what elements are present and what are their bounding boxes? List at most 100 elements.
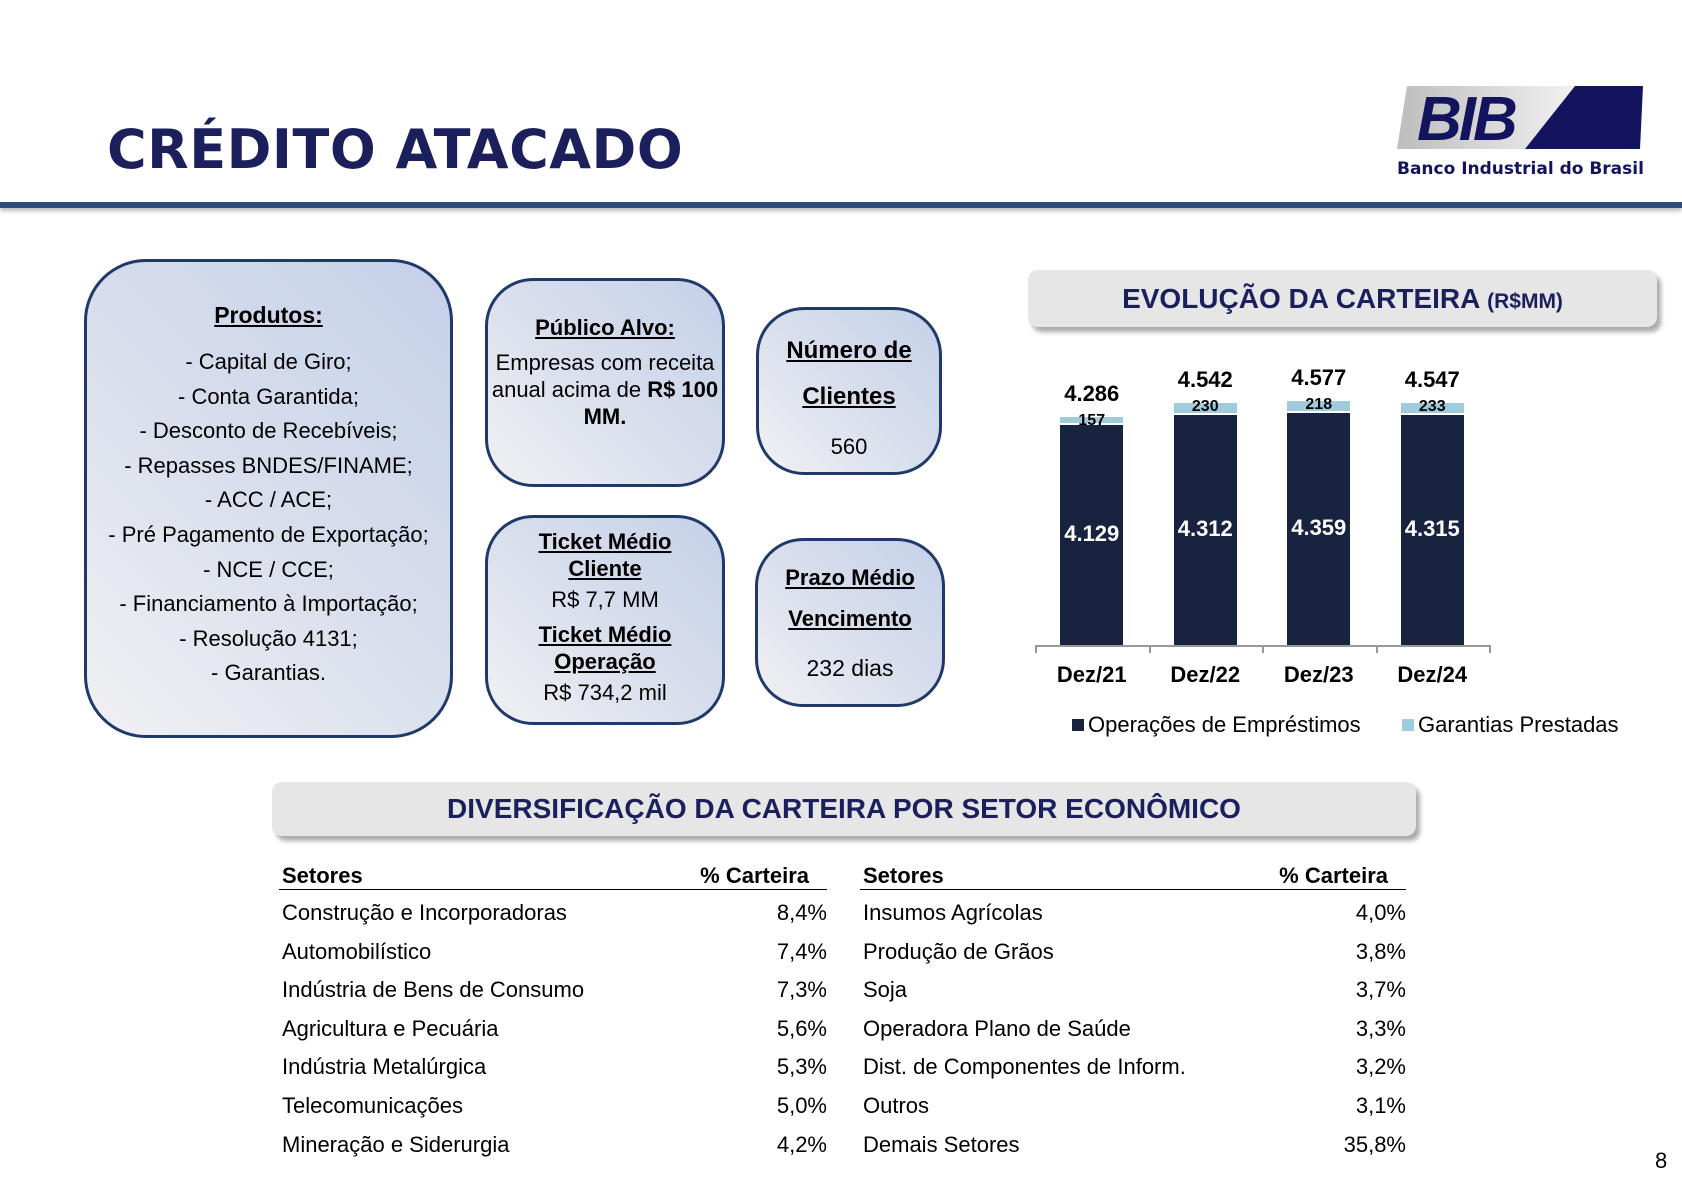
table-row: Soja 3,7% — [860, 971, 1406, 1010]
produto-item: - Pré Pagamento de Exportação; — [108, 521, 429, 547]
table-row: Indústria Metalúrgica 5,3% — [279, 1048, 827, 1087]
produto-item: - NCE / CCE; — [203, 556, 334, 582]
bar-garantias — [1400, 402, 1464, 416]
table-row: Mineração e Siderurgia 4,2% — [279, 1126, 827, 1165]
setor-name: Dist. de Componentes de Inform. — [863, 1054, 1186, 1080]
sector-table-left: Setores % Carteira Construção e Incorporad… — [279, 862, 827, 1164]
table-row: Telecomunicações 5,0% — [279, 1087, 827, 1126]
numero-heading-2: Clientes — [802, 383, 896, 410]
setor-pct: 5,3% — [776, 1054, 827, 1080]
chart-title-banner: EVOLUÇÃO DA CARTEIRA (R$MM) — [1028, 270, 1657, 327]
prazo-heading-1: Prazo Médio — [785, 565, 915, 590]
table-row: Construção e Incorporadoras 8,4% — [279, 894, 827, 933]
numero-heading-1: Número de — [786, 337, 912, 364]
label-total: 4.577 — [1291, 365, 1347, 391]
col-setor: Setores — [282, 863, 363, 888]
setor-pct: 3,7% — [1355, 977, 1406, 1003]
setor-name: Operadora Plano de Saúde — [863, 1015, 1131, 1041]
setor-pct: 7,4% — [776, 938, 827, 964]
bar-emprestimos — [1287, 412, 1351, 645]
setor-pct: 4,2% — [776, 1131, 827, 1157]
x-tick-label: Dez/22 — [1170, 662, 1241, 687]
page-number: 8 — [1655, 1148, 1668, 1173]
chart-unit: (R$MM) — [1487, 290, 1563, 313]
legend-swatch — [1072, 719, 1084, 731]
label-emprestimos: 4.312 — [1177, 516, 1233, 542]
label-emprestimos: 4.359 — [1291, 514, 1347, 540]
setor-pct: 3,2% — [1355, 1054, 1406, 1080]
sector-table-right: Setores % Carteira Insumos Agrícolas 4,0% Pr… — [860, 862, 1406, 1164]
label-emprestimos: 4.129 — [1064, 521, 1120, 546]
bar-garantias — [1287, 401, 1351, 413]
x-axis-tick — [1035, 645, 1037, 653]
publico-heading: Público Alvo: — [535, 315, 675, 340]
header-divider — [0, 202, 1682, 208]
x-axis-tick — [1262, 645, 1264, 653]
page-title: CRÉDITO ATACADO — [107, 118, 684, 181]
setor-name: Produção de Grãos — [863, 938, 1054, 964]
setor-name: Agricultura e Pecuária — [282, 1015, 499, 1041]
col-setor: Setores — [863, 863, 944, 888]
bar-garantias — [1173, 402, 1237, 416]
prazo-value: 232 dias — [806, 655, 894, 681]
produtos-box: Produtos: - Capital de Giro; - Conta Gara… — [84, 259, 453, 738]
numero-value: 560 — [830, 434, 868, 459]
label-garantias: 157 — [1078, 411, 1106, 429]
setor-pct: 3,1% — [1355, 1092, 1406, 1118]
setor-name: Telecomunicações — [282, 1092, 463, 1118]
carteira-chart: 4.129 157 4.286 Dez/21 4.312 230 4.542 Dez/22 4.… — [1020, 340, 1680, 760]
bar-garantias — [1060, 416, 1124, 425]
setor-pct: 7,3% — [776, 977, 827, 1003]
setor-name: Mineração e Siderurgia — [282, 1131, 510, 1157]
ticket-operacao-value: R$ 734,2 mil — [543, 680, 667, 705]
produto-item: - ACC / ACE; — [204, 487, 333, 513]
bib-logo: BIB Banco Industrial do Brasil — [1397, 85, 1644, 179]
setor-name: Automobilístico — [282, 938, 432, 964]
publico-threshold: R$ 100 MM. — [583, 377, 719, 429]
produtos-list: - Capital de Giro; - Conta Garantida; - De… — [87, 345, 450, 691]
bar-emprestimos — [1060, 425, 1124, 645]
x-axis-tick — [1489, 645, 1491, 653]
label-total: 4.286 — [1064, 380, 1120, 406]
legend-swatch — [1402, 719, 1414, 731]
produto-item: - Garantias. — [211, 660, 326, 686]
svg-text:Banco Industrial do Brasil: Banco Industrial do Brasil — [1397, 159, 1644, 179]
col-pct: % Carteira — [1279, 863, 1388, 888]
table-row: Agricultura e Pecuária 5,6% — [279, 1010, 827, 1049]
produto-item: - Desconto de Recebíveis; — [139, 418, 398, 444]
table-row: Operadora Plano de Saúde 3,3% — [860, 1010, 1406, 1049]
label-total: 4.547 — [1404, 366, 1460, 392]
setor-pct: 35,8% — [1343, 1131, 1406, 1157]
label-emprestimos: 4.315 — [1404, 516, 1460, 542]
table-header: Setores % Carteira — [860, 862, 1406, 890]
setor-pct: 5,0% — [776, 1092, 827, 1118]
x-tick-label: Dez/21 — [1056, 662, 1127, 687]
table-row: Produção de Grãos 3,8% — [860, 933, 1406, 972]
x-tick-label: Dez/23 — [1283, 662, 1354, 687]
produto-item: - Resolução 4131; — [179, 625, 358, 651]
setor-name: Insumos Agrícolas — [863, 900, 1043, 925]
table-row: Outros 3,1% — [860, 1087, 1406, 1126]
x-tick-label: Dez/24 — [1397, 662, 1468, 687]
numero-clientes-box: Número de Clientes 560 — [756, 307, 942, 475]
label-garantias: 233 — [1418, 397, 1446, 415]
produto-item: - Financiamento à Importação; — [119, 591, 418, 617]
label-total: 4.542 — [1177, 366, 1233, 392]
publico-description: Empresas com receita anual acima de — [491, 350, 715, 402]
legend-item: Operações de Empréstimos — [1072, 712, 1361, 738]
setor-name: Indústria de Bens de Consumo — [282, 977, 585, 1003]
setor-name: Indústria Metalúrgica — [282, 1054, 487, 1080]
ticket-operacao-heading: Ticket Médio Operação — [538, 622, 672, 674]
diversificacao-banner: DIVERSIFICAÇÃO DA CARTEIRA POR SETOR ECO… — [272, 782, 1416, 836]
ticket-cliente-value: R$ 7,7 MM — [551, 587, 659, 612]
setor-name: Construção e Incorporadoras — [282, 900, 567, 925]
label-garantias: 218 — [1305, 396, 1333, 414]
prazo-medio-box: Prazo Médio Vencimento 232 dias — [755, 538, 945, 707]
table-row: Automobilístico 7,4% — [279, 933, 827, 972]
setor-name: Soja — [863, 977, 908, 1003]
produto-item: - Conta Garantida; — [178, 383, 359, 409]
x-axis-tick — [1148, 645, 1151, 653]
svg-text:BIB: BIB — [1417, 85, 1516, 154]
table-row: Demais Setores 35,8% — [860, 1126, 1406, 1165]
ticket-cliente-heading: Ticket Médio Cliente — [538, 529, 672, 581]
